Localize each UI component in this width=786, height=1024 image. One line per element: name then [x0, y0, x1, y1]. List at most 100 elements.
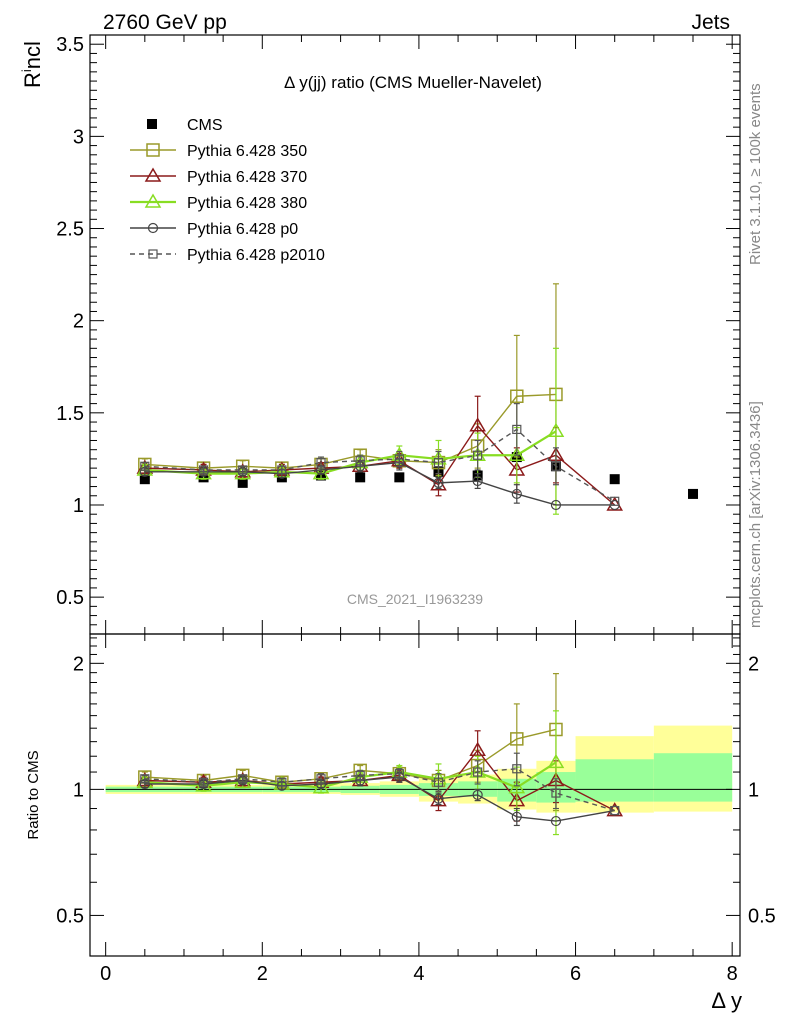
legend-label: Pythia 6.428 p0: [187, 221, 298, 238]
legend-marker: [147, 119, 157, 129]
data-point: [512, 424, 522, 435]
legend-label: Pythia 6.428 350: [187, 143, 307, 160]
legend-entry-0: Pythia 6.428 350: [130, 143, 307, 160]
series-4: [140, 752, 620, 816]
y-tick-label: 3: [73, 126, 84, 148]
legend-label: CMS: [187, 117, 223, 134]
legend-label: Pythia 6.428 370: [187, 169, 307, 186]
data-point: [547, 753, 565, 769]
series-1: [136, 395, 624, 511]
data-point: [508, 779, 526, 794]
cms-point: [139, 474, 150, 485]
ratio-y-tick-label-right: 1: [748, 779, 759, 801]
x-tick-label: 8: [727, 963, 738, 985]
data-point: [198, 465, 209, 475]
data-point: [238, 465, 248, 475]
legend: CMS Pythia 6.428 350 Pythia 6.428 370 Pythi…: [130, 117, 325, 264]
data-point: [510, 389, 524, 403]
data-point: [511, 488, 522, 500]
rivet-label: Rivet 3.1.10, ≥ 100k events: [747, 83, 764, 265]
data-point: [430, 476, 447, 491]
data-point: [551, 461, 561, 471]
data-point: [277, 465, 287, 475]
header-right: Jets: [691, 11, 730, 34]
uncertainty-band-green: [575, 759, 654, 802]
data-point: [547, 422, 565, 438]
data-point: [510, 732, 524, 746]
x-axis-label: Δ y: [711, 988, 742, 1013]
cms-point: [394, 472, 405, 483]
data-point: [473, 767, 483, 777]
data-point: [355, 770, 365, 780]
data-point: [316, 774, 326, 784]
x-tick-label: 6: [570, 963, 581, 985]
legend-entry-2: Pythia 6.428 380: [130, 193, 307, 212]
data-point: [473, 450, 483, 460]
uncertainty-band-green: [653, 753, 733, 802]
ratio-ylabel: Ratio to CMS: [25, 750, 42, 839]
header-left: 2760 GeV pp: [103, 11, 227, 34]
data-point: [550, 815, 562, 827]
ratio-frame: [89, 633, 741, 957]
data-point: [550, 499, 562, 511]
data-point: [238, 774, 248, 784]
x-tick-label: 0: [100, 963, 111, 985]
legend-label: Pythia 6.428 p2010: [187, 247, 325, 264]
watermark: CMS_2021_I1963239: [347, 591, 483, 607]
data-point: [140, 461, 150, 471]
legend-entry-1: Pythia 6.428 370: [130, 167, 307, 186]
data-point: [508, 446, 526, 461]
data-point: [472, 475, 483, 487]
data-point: [472, 789, 483, 801]
data-point: [511, 811, 522, 822]
data-point: [430, 792, 447, 807]
data-point: [433, 793, 444, 804]
legend-marker: [147, 222, 159, 234]
legend-label: Pythia 6.428 380: [187, 195, 307, 212]
series-4: [140, 403, 620, 506]
series-line: [144, 393, 556, 469]
legend-entry-cms: CMS: [147, 117, 223, 134]
cms-point: [688, 488, 699, 499]
data-point: [198, 777, 209, 787]
x-tick-label: 4: [413, 963, 424, 985]
data-point: [610, 496, 620, 506]
y-tick-label: 0.5: [56, 587, 84, 609]
data-point: [394, 769, 404, 779]
data-point: [433, 777, 444, 787]
legend-marker: [146, 143, 160, 157]
y-tick-label: 1.5: [56, 403, 84, 425]
ratio-y-tick-label: 0.5: [56, 905, 84, 927]
legend-entry-3: Pythia 6.428 p0: [130, 221, 298, 238]
series-line: [144, 428, 616, 502]
data-point: [140, 774, 150, 784]
data-point: [433, 457, 444, 468]
cms-point: [237, 477, 248, 488]
data-point: [316, 457, 326, 468]
legend-entry-4: Pythia 6.428 p2010: [130, 247, 325, 264]
y-tick-label: 1: [73, 495, 84, 517]
data-point: [512, 764, 522, 774]
ratio-y-tick-label-right: 2: [748, 653, 759, 675]
data-point: [551, 788, 561, 798]
series-line: [144, 461, 615, 506]
series-line: [144, 776, 615, 822]
cms-data: [139, 452, 699, 499]
legend-marker: [144, 193, 162, 208]
ratio-y-tick-label: 2: [73, 653, 84, 675]
data-point: [469, 417, 486, 432]
mcplots-label: mcplots.cern.ch [arXiv:1306.3436]: [747, 401, 764, 628]
series-line: [144, 768, 615, 812]
series-2: [136, 347, 565, 515]
y-tick-label: 3.5: [56, 34, 84, 56]
data-point: [355, 456, 365, 466]
data-point: [394, 454, 404, 464]
data-point: [469, 741, 486, 757]
ratio-y-tick-label-right: 0.5: [748, 905, 776, 927]
y-tick-label: 2: [73, 311, 84, 333]
legend-marker: [144, 167, 162, 182]
main-title: Δ y(jj) ratio (CMS Mueller-Navelet): [284, 73, 542, 92]
cms-point: [609, 474, 620, 485]
data-point: [433, 477, 444, 488]
